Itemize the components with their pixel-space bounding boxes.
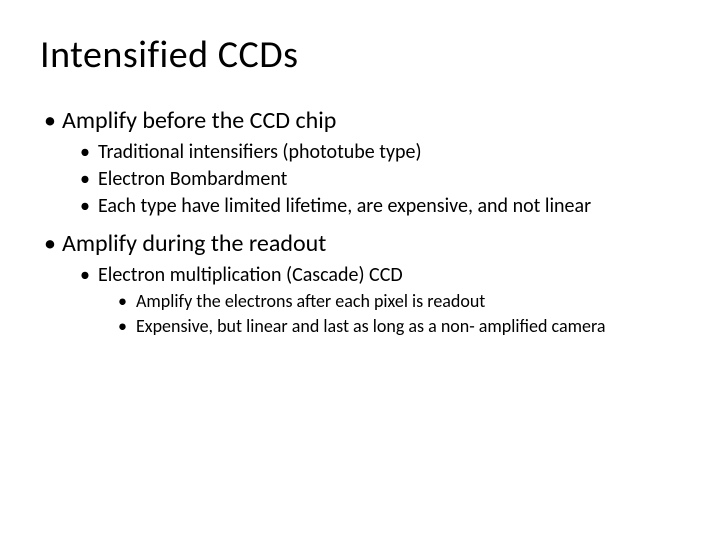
- bullet-level2: Electron Bombardment: [40, 167, 680, 192]
- bullet-level3: Expensive, but linear and last as long a…: [40, 315, 680, 338]
- bullet-level1: Amplify before the CCD chip: [40, 106, 680, 136]
- bullet-level2: Electron multiplication (Cascade) CCD: [40, 263, 680, 288]
- bullet-level3: Amplify the electrons after each pixel i…: [40, 290, 680, 313]
- bullet-level1: Amplify during the readout: [40, 229, 680, 259]
- bullet-level2: Traditional intensifiers (phototube type…: [40, 140, 680, 165]
- slide-title: Intensified CCDs: [40, 32, 680, 78]
- bullet-level2: Each type have limited lifetime, are exp…: [40, 194, 680, 219]
